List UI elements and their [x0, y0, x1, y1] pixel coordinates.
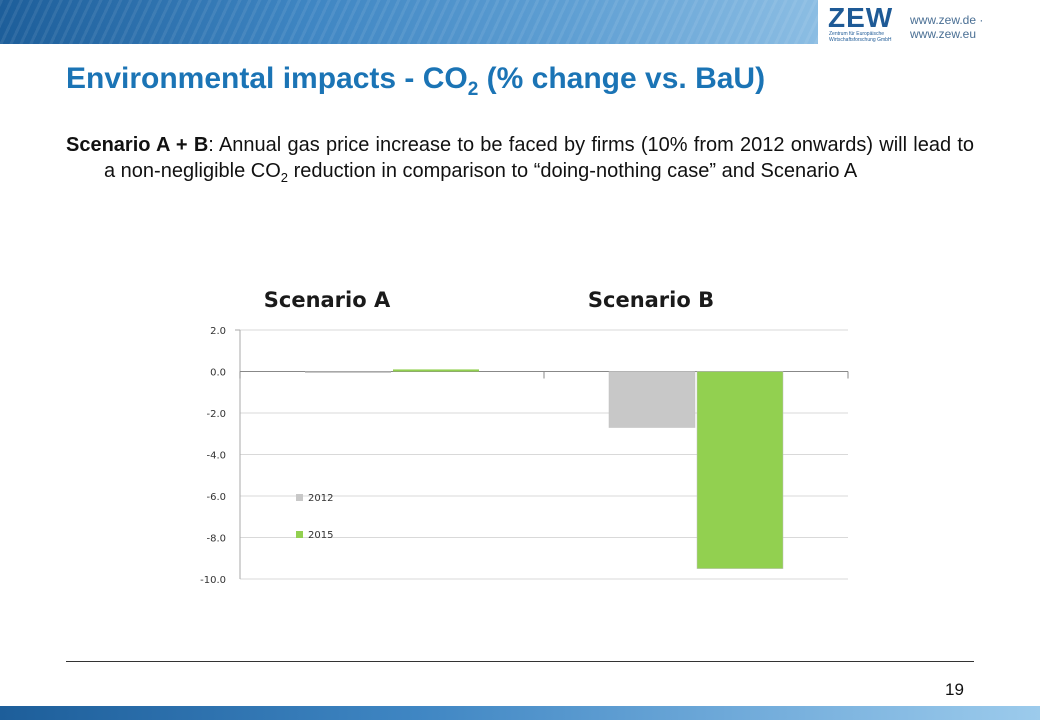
paragraph-subscript: 2 — [280, 170, 289, 185]
title-rest: (% change vs. BaU) — [478, 62, 766, 95]
y-tick-label: 0.0 — [210, 368, 226, 379]
legend-swatch — [296, 531, 303, 538]
footer-divider — [66, 661, 974, 662]
bar — [305, 371, 391, 373]
legend-label: 2012 — [308, 493, 333, 504]
legend-label: 2015 — [308, 530, 333, 541]
y-tick-label: 2.0 — [210, 326, 226, 337]
paragraph-text-1: : Annual gas price increase to be faced … — [104, 134, 975, 182]
paragraph-bold: Scenario A + B — [66, 134, 209, 156]
page-number: 19 — [945, 680, 964, 699]
title-subscript: 2 — [467, 79, 479, 100]
y-tick-label: -8.0 — [206, 534, 226, 545]
chart-svg: 2.0 0.0 -2.0 -4.0 -6.0 -8.0 -10.0 Scenario A Sce… — [200, 288, 849, 586]
paragraph-text-2: reduction in comparison to “doing-nothin… — [288, 160, 858, 182]
title-main: Environmental impacts - CO — [66, 62, 468, 95]
y-tick-label: -2.0 — [206, 409, 226, 420]
y-tick-label: -10.0 — [200, 575, 226, 586]
category-label: Scenario A — [264, 288, 391, 312]
category-label: Scenario B — [588, 288, 714, 312]
legend-swatch — [296, 494, 303, 501]
y-tick-label: -6.0 — [206, 492, 226, 503]
zew-logo: ZEW — [828, 2, 894, 33]
logo-area — [818, 0, 1040, 44]
bar — [608, 371, 696, 428]
co2-chart: 2.0 0.0 -2.0 -4.0 -6.0 -8.0 -10.0 Scenario A Sce… — [180, 280, 870, 600]
website-link[interactable]: www.zew.de · www.zew.eu — [910, 13, 984, 41]
bottom-banner — [0, 706, 1040, 720]
logo-subtitle: Zentrum für Europäische Wirtschaftsforsc… — [829, 31, 892, 43]
slide-title: Environmental impacts - CO2 (% change vs… — [66, 62, 765, 101]
bar — [393, 369, 479, 372]
description-paragraph: Scenario A + B: Annual gas price increas… — [66, 132, 974, 191]
bar — [696, 371, 784, 569]
y-tick-label: -4.0 — [206, 451, 226, 462]
